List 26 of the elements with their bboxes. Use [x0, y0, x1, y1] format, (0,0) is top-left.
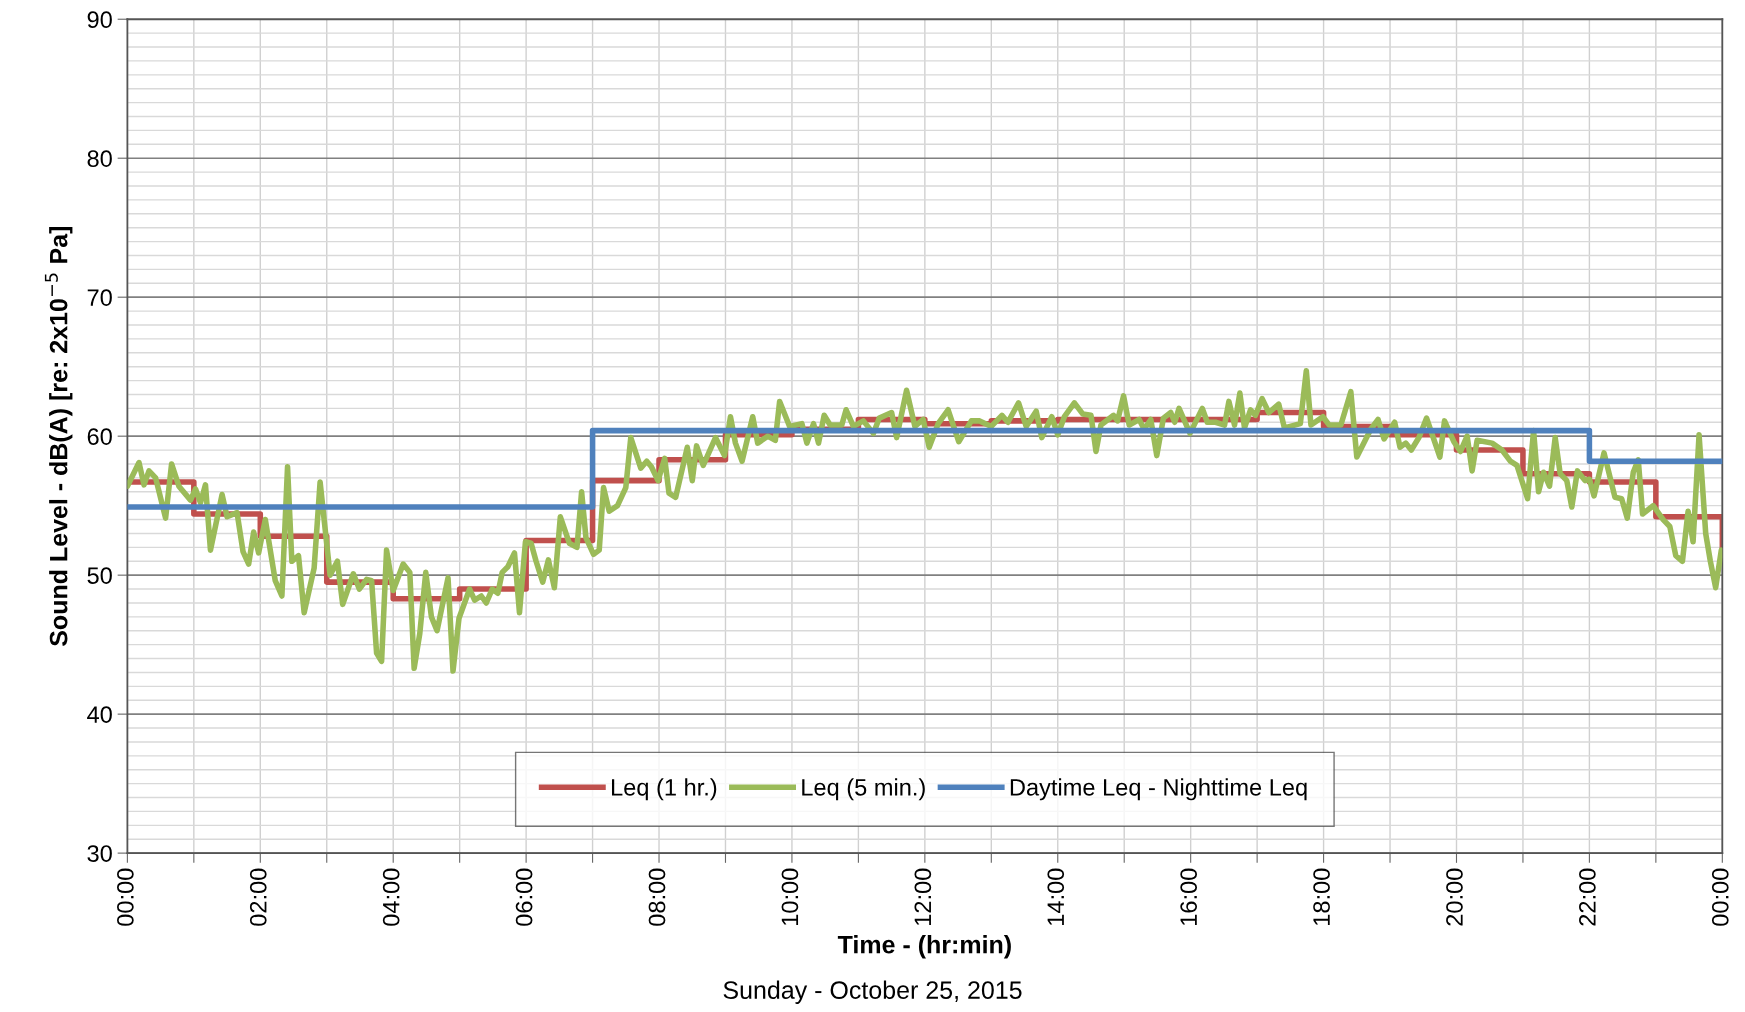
- x-tick-label: 20:00: [1446, 868, 1463, 926]
- x-tick-label: 16:00: [1180, 868, 1198, 925]
- x-tick-label: 08:00: [648, 868, 666, 926]
- legend-label: Leq (5 min.): [802, 778, 925, 801]
- x-tick-label: 18:00: [1313, 868, 1330, 925]
- x-axis-title: Time - (hr:min): [837, 935, 1011, 959]
- legend-label: Leq (1 hr.): [612, 778, 717, 801]
- x-tick-label: 22:00: [1579, 868, 1596, 926]
- y-tick-label: 80: [87, 150, 112, 167]
- y-tick-label: 30: [87, 845, 112, 862]
- y-tick-label: 40: [87, 706, 112, 723]
- y-tick-label: 50: [87, 567, 112, 584]
- x-tick-label: 12:00: [914, 868, 932, 925]
- x-tick-label: 00:00: [117, 868, 134, 926]
- legend-label: Daytime Leq - Nighttime Leq: [1010, 778, 1307, 801]
- x-tick-label: 06:00: [515, 868, 533, 926]
- y-axis-title: Sound Level - dB(A) [re: 2x10$^{−5}$ Pa]: [44, 226, 73, 647]
- x-tick-label: 14:00: [1047, 868, 1065, 925]
- x-tick-label: 02:00: [249, 868, 267, 926]
- x-tick-label: 00:00: [1711, 868, 1729, 926]
- text: Sunday - October 25, 2015: [723, 980, 1022, 1004]
- y-tick-label: 60: [87, 428, 112, 445]
- y-tick-label: 90: [87, 11, 112, 29]
- x-tick-label: 10:00: [781, 868, 799, 925]
- x-tick-label: 04:00: [382, 868, 400, 926]
- y-tick-label: 70: [87, 289, 112, 306]
